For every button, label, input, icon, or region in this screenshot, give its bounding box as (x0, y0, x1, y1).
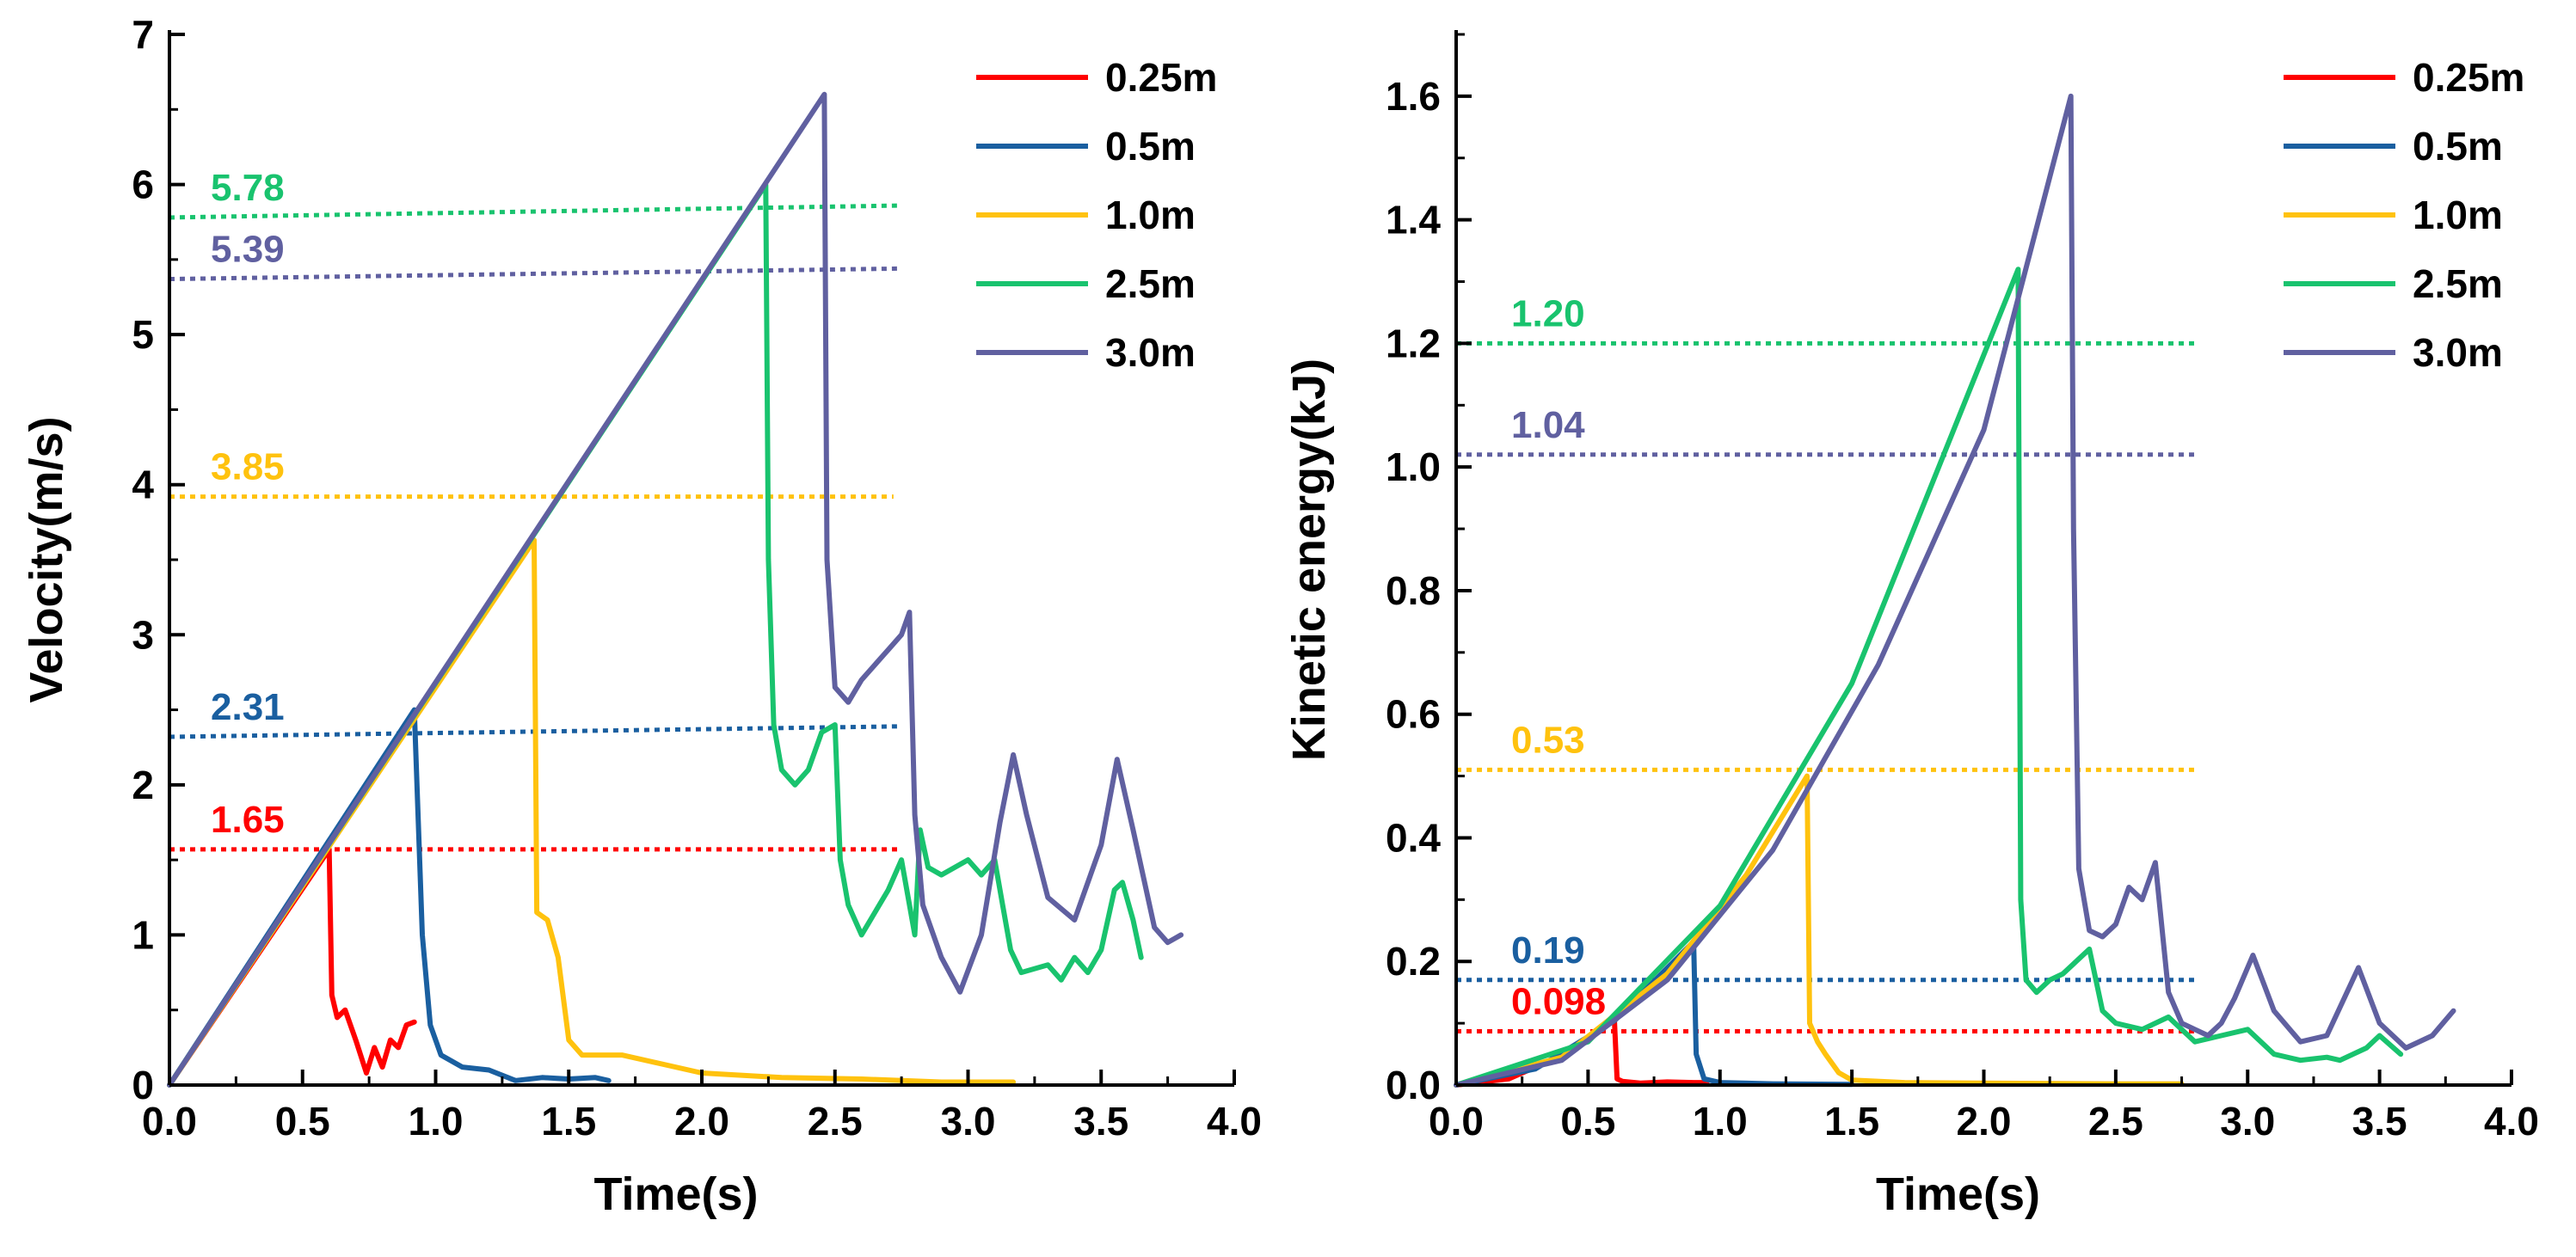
reference-line-0 (169, 203, 902, 220)
reference-label-0: 5.78 (211, 167, 285, 209)
x-tick-label-3: 1.5 (1824, 1099, 1879, 1144)
y-tick-label-6: 1.2 (1386, 321, 1441, 365)
x-tick-label-1: 0.5 (275, 1099, 330, 1144)
x-axis-title: Time(s) (1876, 1168, 2040, 1220)
series-line-3.0m (167, 91, 1184, 1088)
y-tick-label-1: 1 (132, 912, 154, 957)
series-line-0.5m (167, 707, 612, 1088)
kinetic-energy-panel: 1.20 1.04 0.53 0.19 0.098 0.0 0.5 1.0 1.5 2.0 2.5 3… (1283, 30, 2539, 1220)
x-tick-label-4: 2.0 (674, 1099, 729, 1144)
y-tick-label-1: 0.2 (1386, 939, 1441, 984)
y-tick-label-0: 0 (132, 1063, 154, 1107)
y-tick-label-4: 0.8 (1386, 568, 1441, 613)
y-tick-label-5: 1.0 (1386, 445, 1441, 489)
legend-label-0.5m: 0.5m (1105, 124, 1196, 169)
reference-label-3: 0.19 (1511, 929, 1585, 972)
x-tick-label-0: 0.0 (142, 1099, 197, 1144)
reference-label-2: 3.85 (211, 446, 285, 488)
x-tick-label-5: 2.5 (808, 1099, 863, 1144)
y-tick-label-3: 0.6 (1386, 692, 1441, 737)
legend-label-1.0m: 1.0m (2413, 193, 2503, 237)
y-tick-label-7: 7 (132, 12, 154, 57)
reference-label-1: 5.39 (211, 229, 285, 271)
x-tick-label-1: 0.5 (1560, 1099, 1615, 1144)
series-line-3.0m (1454, 93, 2456, 1088)
velocity-panel: 5.78 5.39 3.85 2.31 1.65 0.0 0.5 1.0 1.5 2.0 2.5 3.… (21, 12, 1262, 1220)
legend-label-1.0m: 1.0m (1105, 193, 1196, 237)
x-tick-label-2: 1.0 (409, 1099, 464, 1144)
x-tick-label-8: 4.0 (1207, 1099, 1262, 1144)
legend-label-0.5m: 0.5m (2413, 124, 2503, 169)
x-tick-label-5: 2.5 (2088, 1099, 2143, 1144)
x-tick-label-7: 3.5 (2352, 1099, 2407, 1144)
y-tick-label-2: 0.4 (1386, 815, 1441, 860)
series-line-1.0m (167, 537, 1017, 1088)
y-axis-title: Velocity(m/s) (21, 416, 72, 702)
y-tick-label-7: 1.4 (1386, 198, 1441, 242)
x-tick-label-0: 0.0 (1429, 1099, 1484, 1144)
series-line-2.5m (167, 181, 1144, 1088)
legend-label-2.5m: 2.5m (1105, 261, 1196, 306)
x-tick-label-8: 4.0 (2484, 1099, 2539, 1144)
x-axis-title: Time(s) (593, 1168, 758, 1220)
x-tick-label-3: 1.5 (541, 1099, 596, 1144)
legend-label-3.0m: 3.0m (2413, 330, 2503, 375)
legend-label-3.0m: 3.0m (1105, 330, 1196, 375)
reference-label-2: 0.53 (1511, 719, 1585, 761)
y-tick-label-0: 0.0 (1386, 1063, 1441, 1107)
y-tick-label-2: 2 (132, 763, 154, 807)
y-tick-label-5: 5 (132, 312, 154, 357)
reference-label-0: 1.20 (1511, 292, 1585, 334)
reference-label-1: 1.04 (1511, 404, 1585, 446)
legend-label-2.5m: 2.5m (2413, 261, 2503, 306)
legend-label-0.25m: 0.25m (1105, 55, 1217, 100)
series-line-2.5m (1454, 267, 2404, 1088)
x-tick-label-6: 3.0 (941, 1099, 996, 1144)
reference-line-1 (169, 266, 902, 282)
reference-label-4: 0.098 (1511, 980, 1606, 1022)
legend-label-0.25m: 0.25m (2413, 55, 2524, 100)
series-line-0.25m (167, 846, 417, 1088)
y-tick-label-8: 1.6 (1386, 74, 1441, 119)
series-line-1.0m (1454, 773, 2185, 1088)
x-tick-label-2: 1.0 (1693, 1099, 1748, 1144)
y-tick-label-6: 6 (132, 162, 154, 207)
y-axis-title: Kinetic energy(kJ) (1283, 359, 1335, 761)
y-tick-label-3: 3 (132, 612, 154, 657)
reference-label-4: 1.65 (211, 799, 285, 841)
y-tick-label-4: 4 (132, 463, 154, 507)
x-tick-label-4: 2.0 (1957, 1099, 2012, 1144)
x-tick-label-7: 3.5 (1073, 1099, 1128, 1144)
x-tick-label-6: 3.0 (2220, 1099, 2275, 1144)
reference-label-3: 2.31 (211, 686, 285, 728)
